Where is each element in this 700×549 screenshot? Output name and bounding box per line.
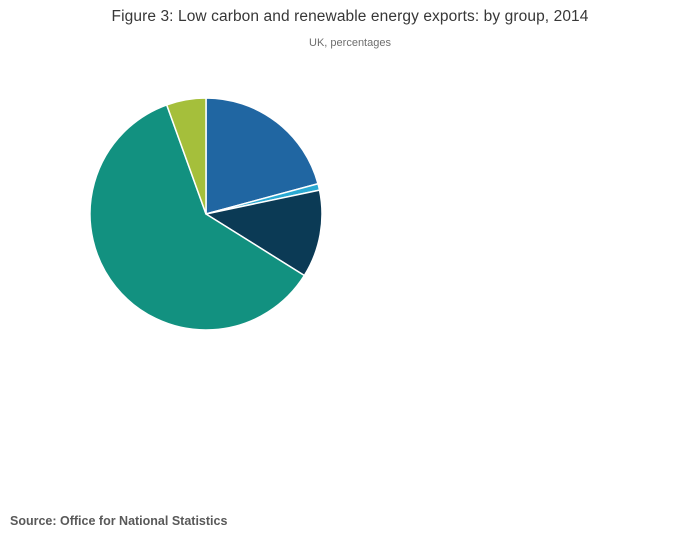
pie-slice-3[interactable]: [205, 189, 323, 277]
pie-slice-5[interactable]: [165, 97, 207, 215]
figure-subtitle: UK, percentages: [309, 37, 391, 49]
pie-chart: [89, 97, 323, 331]
pie-slice-1[interactable]: [205, 97, 319, 215]
figure-title: Figure 3: Low carbon and renewable energ…: [111, 8, 589, 25]
pie-slice-4[interactable]: [89, 104, 306, 331]
source-text: Source: Office for National Statistics: [10, 514, 228, 528]
